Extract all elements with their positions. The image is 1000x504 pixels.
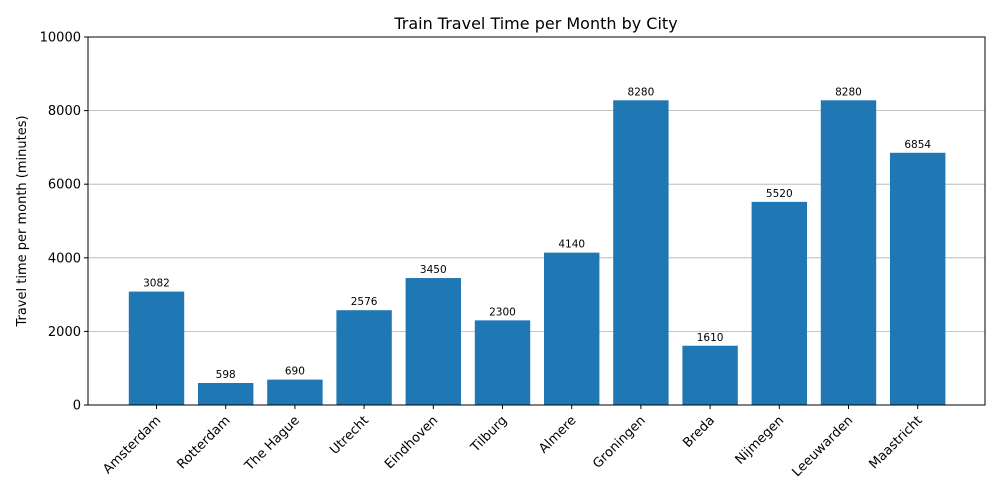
bar-layer (128, 100, 946, 406)
y-axis-label: Travel time per month (minutes) (15, 115, 30, 327)
bar (474, 320, 531, 405)
bar-value-label: 8280 (628, 86, 655, 98)
y-axis-ticks: 0 2000 4000 6000 8000 10000 (40, 31, 88, 414)
bar-value-label: 5520 (766, 188, 793, 200)
plot-frame (87, 36, 986, 406)
y-tick-label: 4000 (48, 251, 81, 266)
bar-value-label: 598 (216, 369, 236, 381)
data-labels: 3082 598 690 2576 3450 2300 4140 8280 1610 5520 82… (143, 86, 931, 381)
bar-value-label: 2576 (351, 296, 378, 308)
chart-title: Train Travel Time per Month by City (393, 14, 677, 33)
bar (613, 100, 669, 406)
y-tick-label: 6000 (48, 178, 81, 193)
bar (890, 152, 946, 405)
bar-value-label: 8280 (835, 86, 862, 98)
bar (751, 201, 807, 405)
bar (198, 382, 254, 405)
bar-value-label: 2300 (489, 306, 516, 318)
bar-value-label: 690 (285, 366, 305, 378)
bar (267, 379, 323, 405)
y-tick-label: 8000 (48, 104, 81, 119)
y-tick-label: 0 (73, 399, 81, 414)
bar-value-label: 4140 (558, 239, 585, 251)
y-tick-label: 2000 (48, 325, 81, 340)
bar (336, 310, 392, 405)
bar (820, 100, 877, 406)
bar-value-label: 6854 (904, 139, 931, 151)
bar (405, 278, 461, 405)
bar-value-label: 3450 (420, 264, 447, 276)
bar (682, 345, 738, 405)
bar-value-label: 3082 (143, 278, 170, 290)
bar (544, 252, 600, 405)
y-tick-label: 10000 (40, 31, 81, 46)
bar (128, 291, 185, 405)
bar-value-label: 1610 (697, 332, 724, 344)
